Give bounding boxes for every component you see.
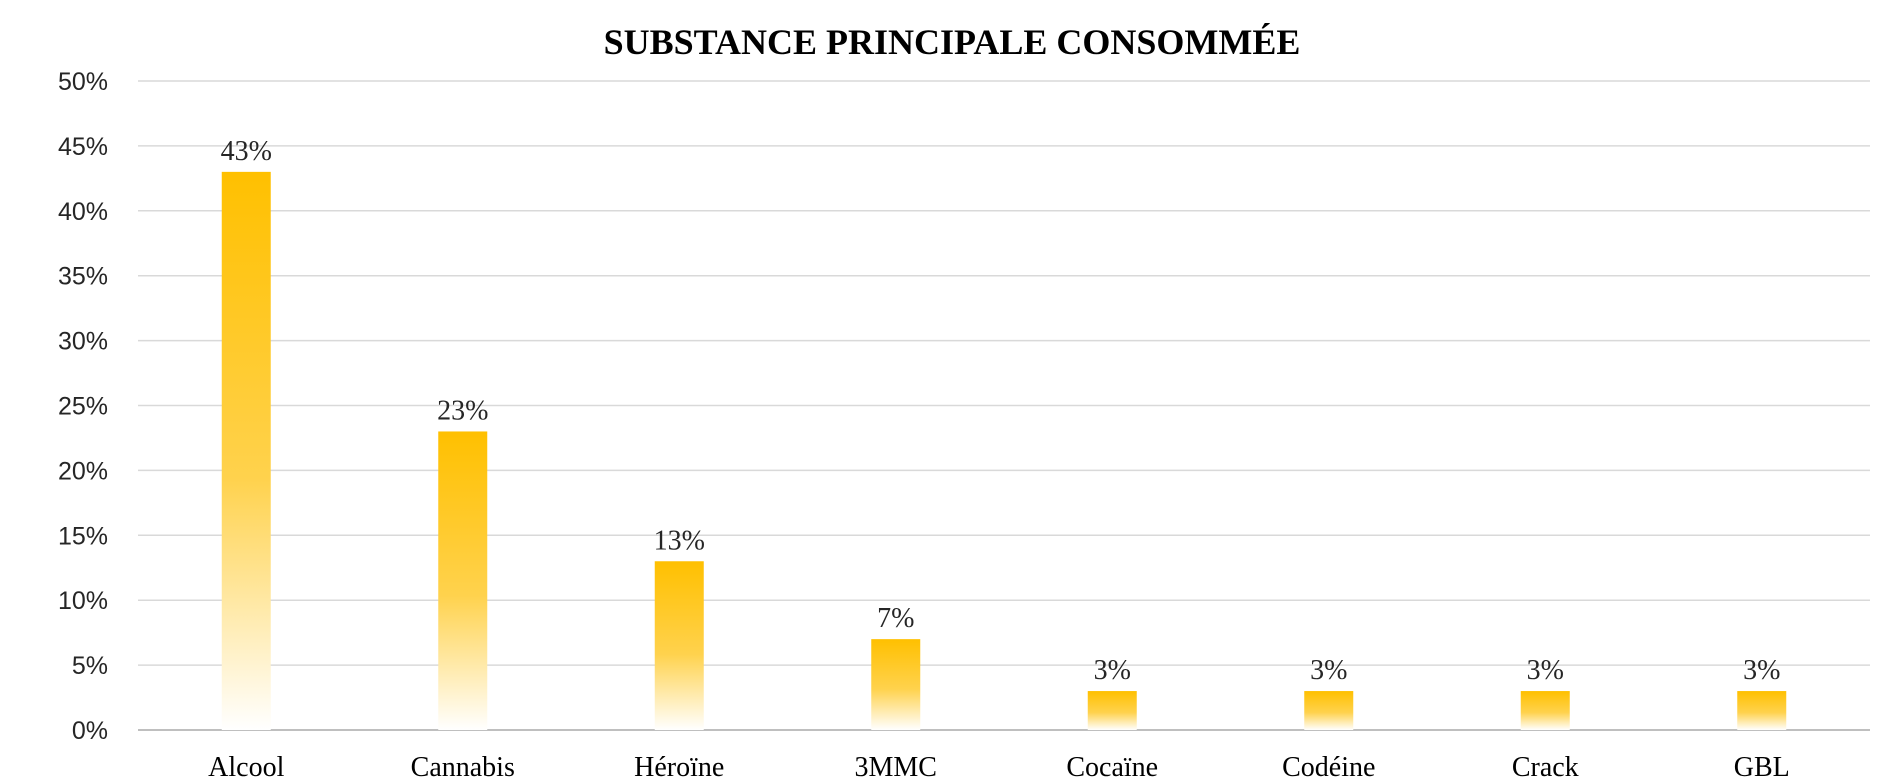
y-tick-label: 15% (58, 522, 108, 550)
y-tick-label: 10% (58, 587, 108, 615)
data-labels: 43% 23% 13% 7% 3% 3% 3% 3% (221, 136, 1781, 686)
y-tick-label: 40% (58, 198, 108, 226)
data-label: 3% (1094, 655, 1131, 686)
x-tick-label: GBL (1734, 752, 1790, 781)
bar-codéine (1304, 691, 1354, 730)
data-label: 43% (221, 136, 272, 167)
y-tick-label: 45% (58, 133, 108, 161)
x-tick-label: 3MMC (855, 752, 937, 781)
x-tick-label: Codéine (1282, 752, 1375, 781)
data-label: 13% (654, 525, 705, 556)
y-tick-label: 50% (58, 68, 108, 96)
data-label: 3% (1743, 655, 1780, 686)
bar-3mmc (871, 639, 921, 730)
data-label: 7% (877, 603, 914, 634)
bar-cocaïne (1087, 691, 1137, 730)
bar-alcool (221, 171, 271, 731)
x-tick-label: Cannabis (411, 752, 515, 781)
x-tick-label: Alcool (208, 752, 284, 781)
gridlines (138, 80, 1870, 731)
y-tick-label: 30% (58, 328, 108, 356)
chart-title: SUBSTANCE PRINCIPALE CONSOMMÉE (604, 22, 1301, 62)
x-tick-label: Cocaïne (1066, 752, 1158, 781)
data-label: 23% (437, 395, 488, 426)
y-axis-ticks: 0% 5% 10% 15% 20% 25% 30% 35% 40% 45% 50% (58, 68, 108, 745)
y-tick-label: 20% (58, 457, 108, 485)
bar-gbl (1737, 691, 1787, 730)
data-label: 3% (1527, 655, 1564, 686)
x-axis-ticks: Alcool Cannabis Héroïne 3MMC Cocaïne Codéine C… (208, 752, 1790, 781)
y-tick-label: 35% (58, 263, 108, 291)
bar-héroïne (654, 561, 704, 730)
bar-crack (1520, 691, 1570, 730)
x-tick-label: Héroïne (634, 752, 724, 781)
y-tick-label: 0% (72, 717, 108, 745)
data-label: 3% (1310, 655, 1347, 686)
y-tick-label: 25% (58, 393, 108, 421)
bars (221, 171, 1787, 731)
bar-cannabis (438, 431, 488, 730)
y-tick-label: 5% (72, 652, 108, 680)
x-tick-label: Crack (1512, 752, 1579, 781)
